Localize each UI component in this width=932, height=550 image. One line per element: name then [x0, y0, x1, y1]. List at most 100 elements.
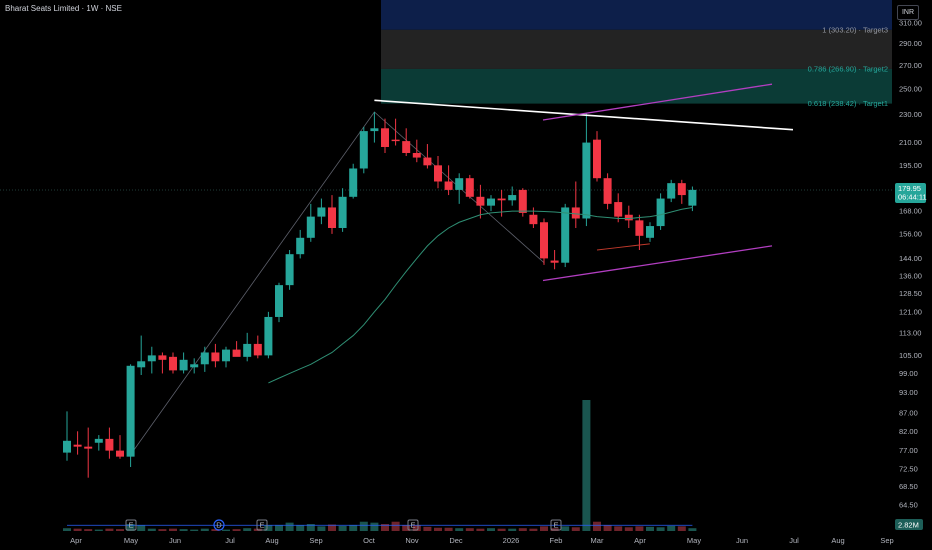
fib-target-zones	[381, 0, 892, 104]
volume-bar	[529, 528, 538, 531]
volume-bar	[487, 528, 495, 531]
candle-body	[465, 178, 474, 197]
price-tick-label: 230.00	[899, 110, 922, 119]
candle-body	[561, 207, 570, 263]
last-price-badge	[895, 182, 926, 203]
price-tick-label: 136.00	[899, 271, 922, 280]
candle-body	[116, 450, 124, 457]
price-tick-label: 68.50	[899, 482, 918, 491]
candle-body	[232, 349, 241, 357]
event-marker-label: D	[216, 521, 222, 530]
price-tick-label: 156.00	[899, 229, 922, 238]
candle-body	[508, 195, 517, 201]
candle-body	[190, 364, 199, 368]
time-tick-label: Aug	[831, 536, 844, 545]
volume-bar	[84, 529, 93, 531]
volume-bar	[667, 525, 676, 531]
candle-body	[285, 254, 294, 286]
fib-level-label: 1 (303.20) · Target3	[822, 25, 888, 34]
time-tick-label: Mar	[591, 536, 604, 545]
volume-bar	[317, 526, 326, 531]
volume-bar	[635, 526, 644, 531]
candle-body	[476, 196, 485, 206]
time-tick-label: Oct	[363, 536, 376, 545]
target-blue-zone	[381, 0, 892, 30]
volume-bar	[73, 528, 82, 531]
channel-upper-line	[542, 83, 773, 121]
volume-bar	[391, 521, 400, 531]
candle-body	[402, 141, 411, 153]
moving-averages	[268, 206, 693, 384]
candle-body	[306, 216, 315, 238]
trend-drawings	[130, 111, 545, 455]
time-axis[interactable]: Apr May Jun Jul Aug Sep Oct Nov Dec 2026 Feb Mar Apr…	[70, 536, 894, 545]
volume-bar	[243, 528, 252, 531]
volume-bar	[571, 527, 580, 531]
volume-badge-text: 2.82M	[898, 521, 919, 530]
time-tick-label: 2026	[503, 536, 520, 545]
candle-body	[73, 444, 82, 447]
time-tick-label: Sep	[880, 536, 893, 545]
candle-body	[381, 128, 389, 147]
volume-bar	[465, 528, 474, 531]
volume-bar	[508, 528, 517, 531]
event-marker-label: E	[128, 521, 133, 530]
dividend-marker	[213, 519, 225, 531]
candles	[63, 111, 697, 478]
target3-zone	[381, 29, 892, 69]
candle-body	[391, 139, 400, 142]
channel-lower-line	[542, 245, 773, 282]
candle-body	[275, 285, 283, 317]
candle-body	[264, 316, 273, 356]
candle-body	[84, 446, 93, 449]
volume-bar	[232, 529, 241, 531]
price-tick-label: 128.50	[899, 289, 922, 298]
earnings-marker	[550, 519, 562, 531]
candle-body	[624, 214, 633, 221]
volume-bar	[137, 525, 146, 531]
candle-body	[126, 365, 135, 457]
price-tick-label: 210.00	[899, 138, 922, 147]
volume-bar	[561, 526, 570, 531]
candle-body	[667, 183, 676, 199]
volume-badge	[895, 519, 923, 530]
price-tick-label: 64.50	[899, 501, 918, 510]
price-tick-label: 87.00	[899, 409, 918, 418]
volume-bar	[402, 525, 411, 531]
symbol-title[interactable]: Bharat Seats Limited · 1W · NSE	[5, 4, 122, 13]
price-axis[interactable]: 310.00 290.00 270.00 250.00 230.00 210.00 195.…	[899, 19, 922, 510]
price-tick-label: 113.00	[899, 328, 921, 337]
volume-bar	[63, 528, 71, 531]
candle-body	[412, 152, 421, 158]
countdown-text: 06:44:11	[898, 192, 927, 201]
candle-body	[656, 198, 665, 227]
fib-level-label: 0.786 (266.90) · Target2	[808, 64, 888, 73]
volume-bar	[275, 524, 283, 531]
price-tick-label: 168.00	[899, 207, 922, 216]
time-tick-label: Nov	[405, 536, 419, 545]
resistance-trendline	[374, 99, 794, 131]
candle-body	[646, 226, 654, 238]
candle-body	[518, 189, 527, 213]
currency-label[interactable]: INR	[897, 5, 919, 20]
price-tick-label: 144.00	[899, 254, 922, 263]
time-tick-label: Sep	[309, 536, 322, 545]
candle-body	[550, 260, 559, 263]
candle-body	[571, 207, 580, 219]
volume-bar	[614, 526, 623, 531]
candle-body	[455, 178, 464, 190]
long-moving-average	[268, 206, 693, 384]
volume-bar	[126, 524, 135, 531]
fib-level-label: 0.618 (238.42) · Target1	[808, 99, 888, 108]
volume-bar	[338, 525, 347, 531]
last-price-text: 179.95	[898, 184, 921, 193]
volume-bar	[349, 524, 358, 531]
candle-body	[253, 343, 262, 356]
candle-body	[677, 183, 686, 196]
candle-body	[444, 181, 453, 190]
volume-bar	[105, 528, 114, 531]
volume-bar	[296, 525, 305, 531]
volume-bar	[646, 526, 654, 531]
